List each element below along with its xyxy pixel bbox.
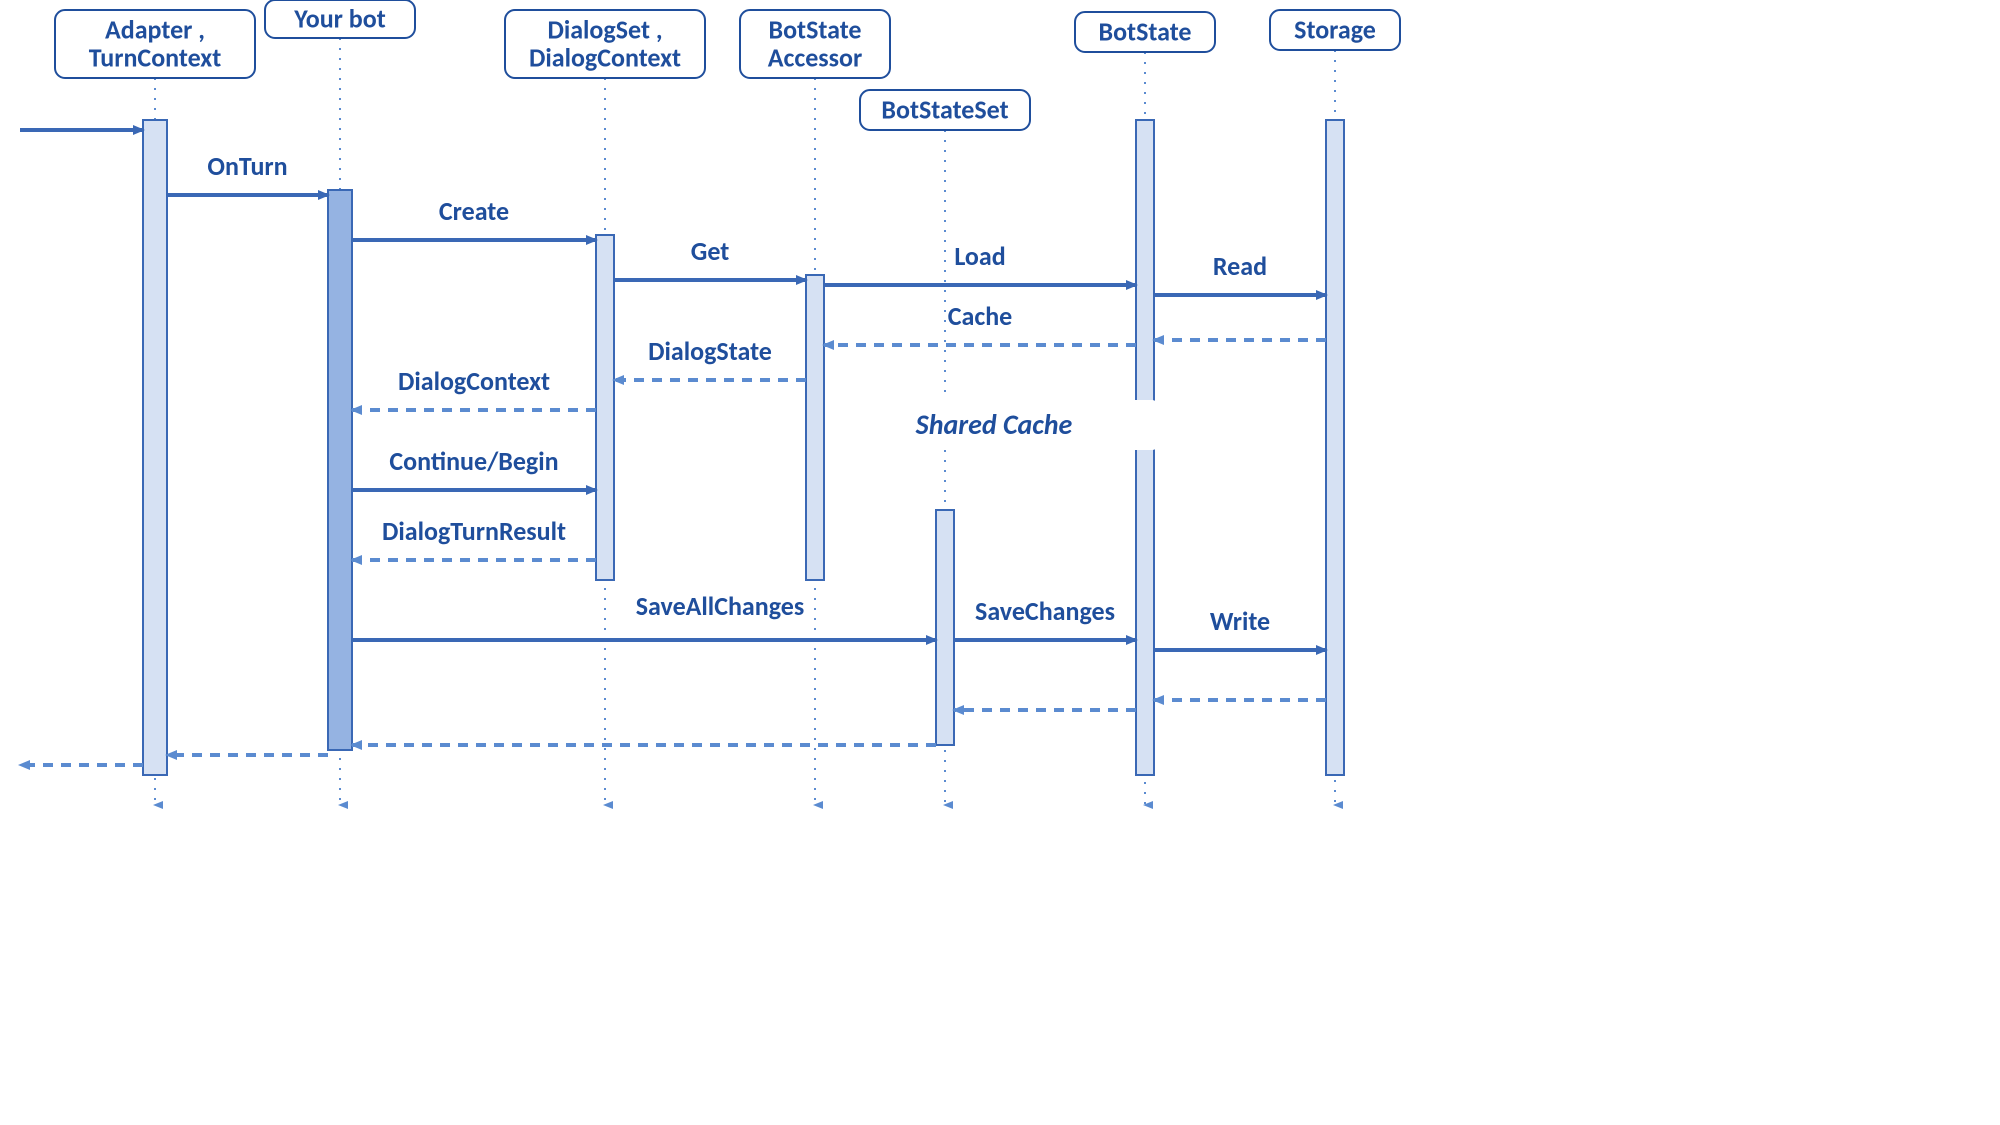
message-label-12: SaveAllChanges (636, 590, 804, 622)
message-label-9: DialogContext (398, 365, 550, 397)
activation-yourbot (328, 190, 352, 750)
activation-adapter (143, 120, 167, 775)
participant-stateset: BotStateSet (860, 90, 1030, 130)
message-label-14: Write (1210, 605, 1270, 637)
participant-storage: Storage (1270, 10, 1400, 50)
participant-label-dialogset-1: DialogContext (529, 41, 681, 73)
participant-label-stateset-0: BotStateSet (881, 93, 1008, 125)
participant-label-adapter-1: TurnContext (89, 41, 221, 73)
message-label-2: Create (439, 195, 509, 227)
participant-label-yourbot-0: Your bot (293, 2, 385, 34)
activation-accessor (806, 275, 824, 580)
message-label-3: Get (691, 235, 730, 267)
sequence-diagram: Shared Cache OnTurn Create Get Load Read Cache… (0, 0, 1460, 820)
participant-label-accessor-1: Accessor (768, 41, 863, 73)
message-label-4: Load (954, 240, 1005, 272)
activation-storage (1326, 120, 1344, 775)
message-label-8: DialogState (648, 335, 772, 367)
message-label-5: Read (1213, 250, 1267, 282)
participant-dialogset: DialogSet ,DialogContext (505, 10, 705, 78)
shared-cache-label: Shared Cache (915, 407, 1073, 442)
message-label-10: Continue/Begin (389, 445, 558, 477)
message-label-1: OnTurn (207, 150, 287, 182)
participant-adapter: Adapter ,TurnContext (55, 10, 255, 78)
message-label-11: DialogTurnResult (382, 515, 566, 547)
activation-stateset (936, 510, 954, 745)
participant-label-botstate-0: BotState (1099, 15, 1192, 47)
message-label-13: SaveChanges (975, 595, 1115, 627)
message-label-7: Cache (948, 300, 1013, 332)
participant-accessor: BotStateAccessor (740, 10, 890, 78)
participant-yourbot: Your bot (265, 0, 415, 38)
activation-dialogset (596, 235, 614, 580)
shared-cache-box: Shared Cache (830, 400, 1158, 450)
participants: Adapter ,TurnContext Your bot DialogSet ,D… (55, 0, 1400, 130)
activations (143, 120, 1344, 775)
participant-label-storage-0: Storage (1294, 13, 1376, 45)
participant-botstate: BotState (1075, 12, 1215, 52)
